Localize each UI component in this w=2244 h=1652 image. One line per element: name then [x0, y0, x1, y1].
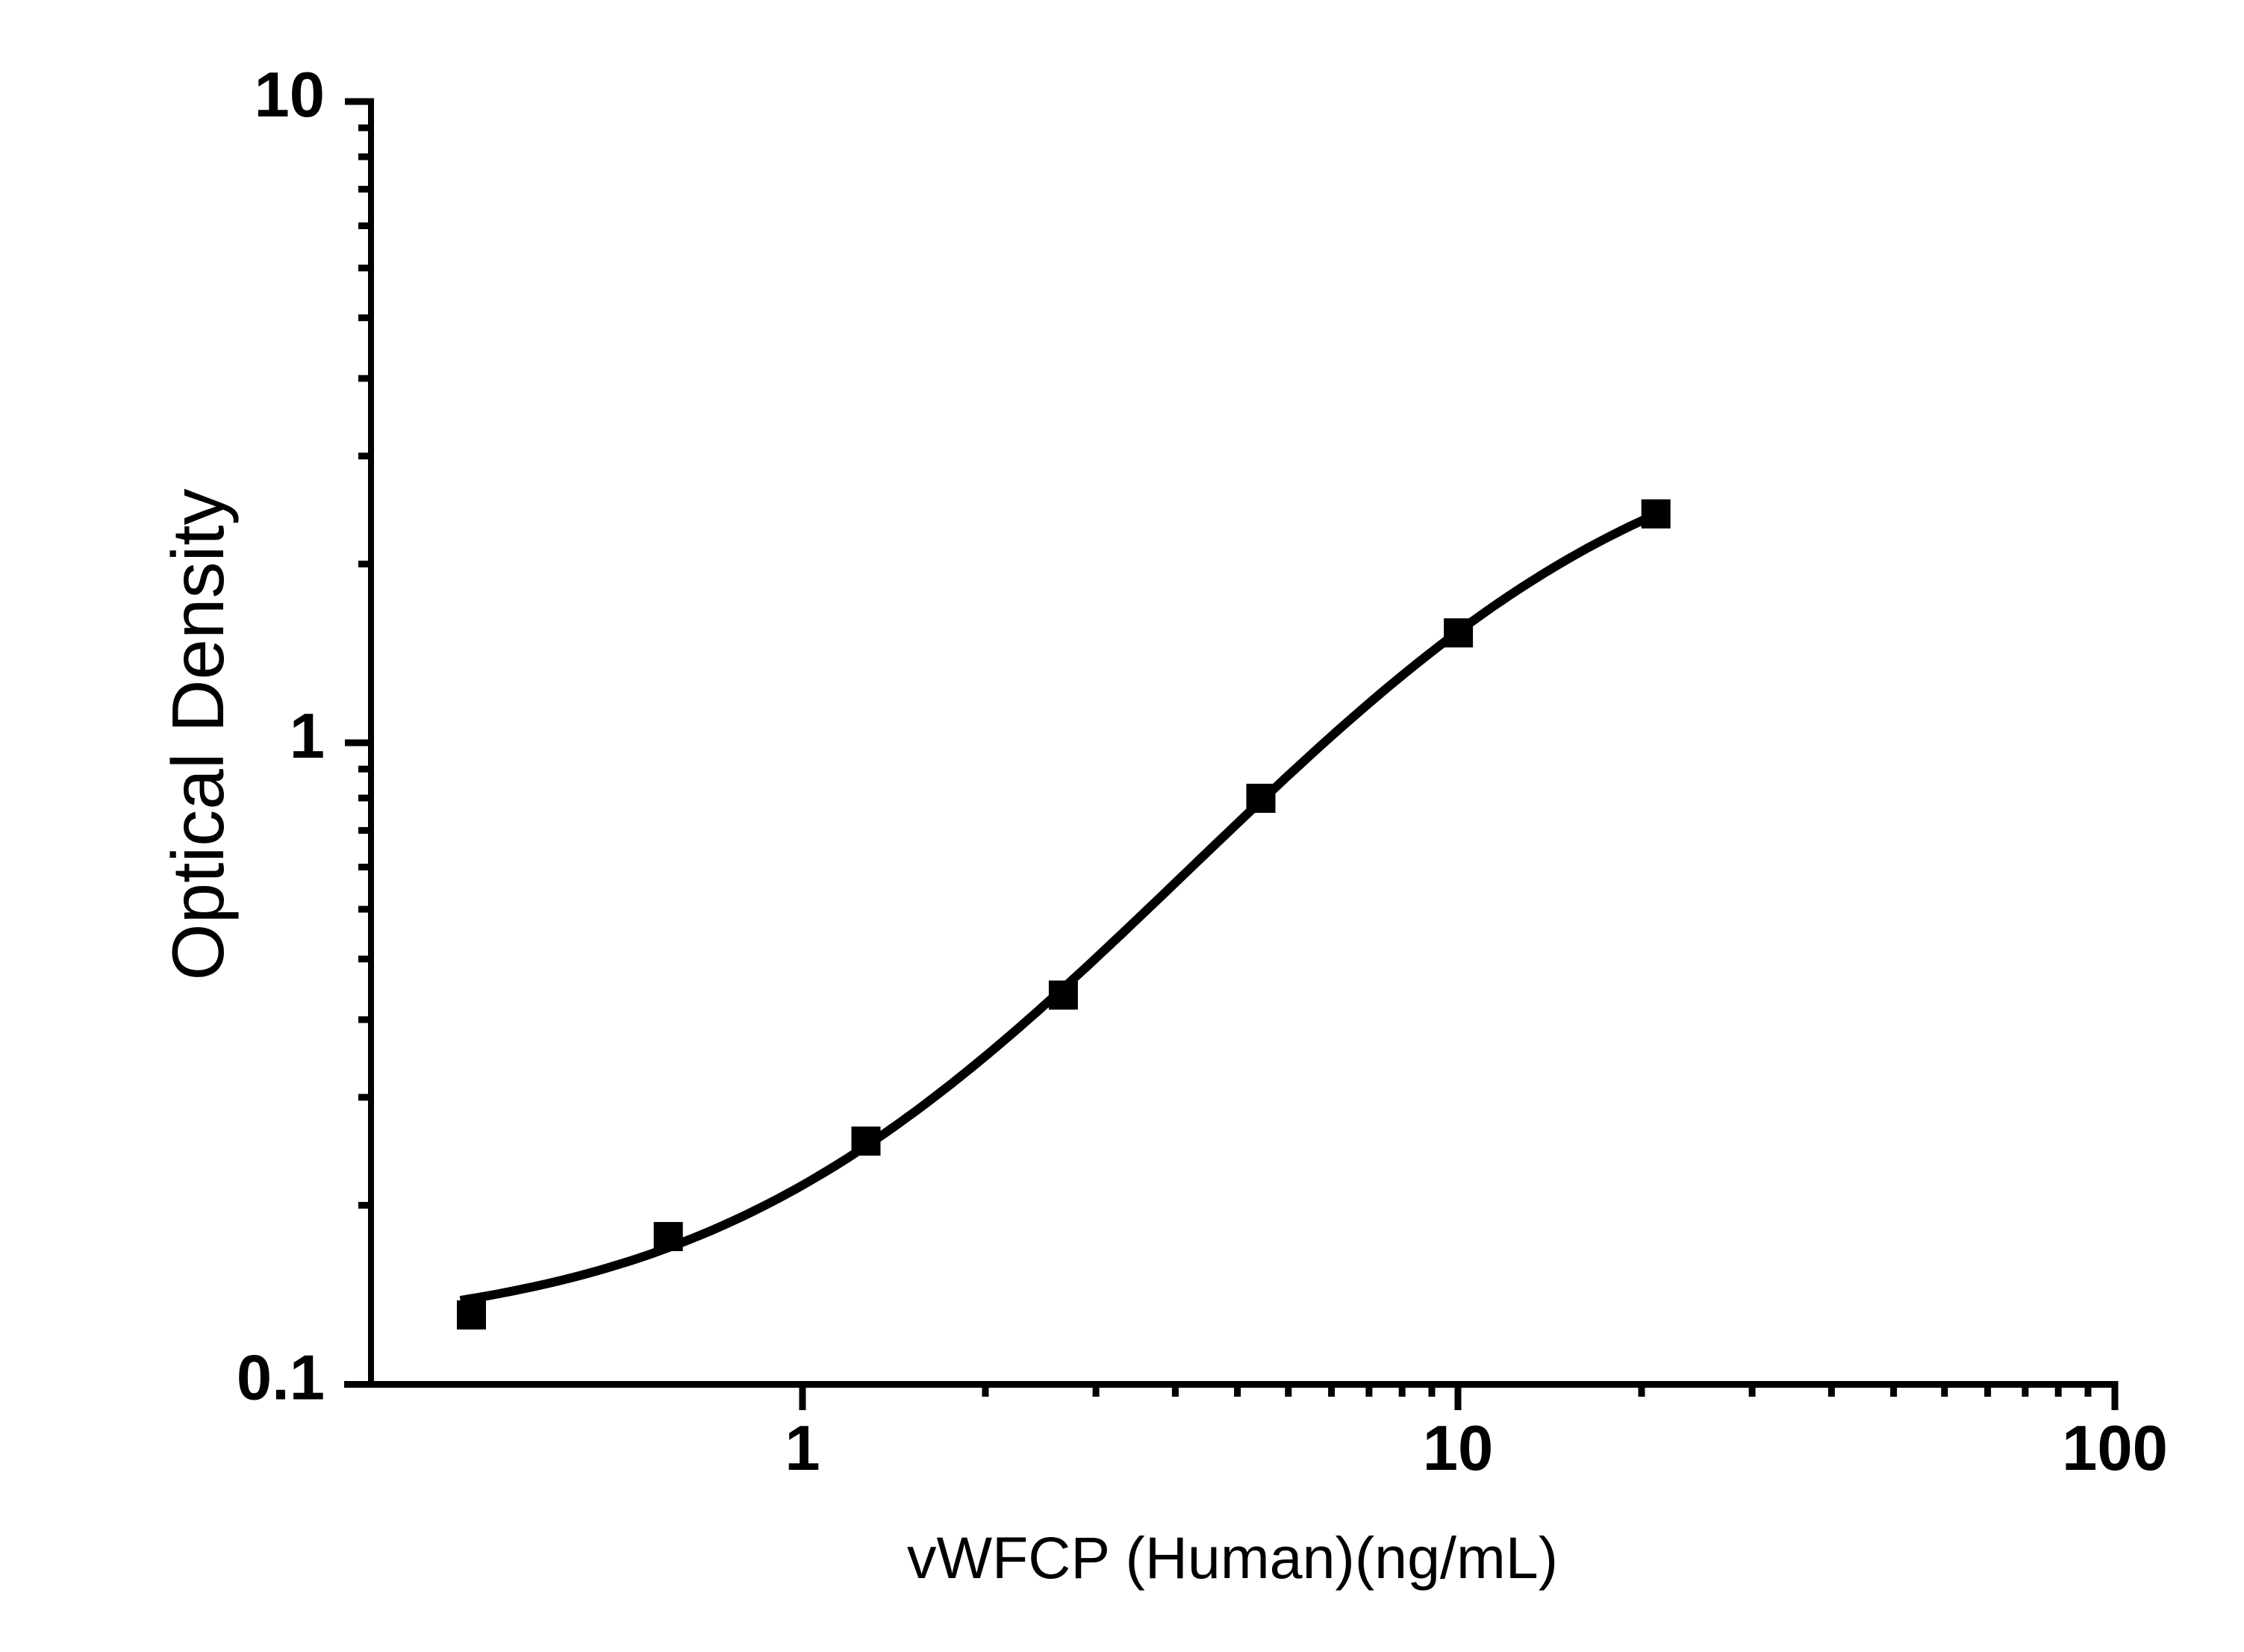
svg-text:10: 10: [254, 60, 325, 131]
svg-text:1: 1: [290, 701, 325, 772]
svg-text:10: 10: [1423, 1413, 1494, 1484]
svg-text:Optical Density: Optical Density: [157, 488, 239, 980]
svg-text:0.1: 0.1: [237, 1343, 325, 1414]
svg-text:vWFCP (Human)(ng/mL): vWFCP (Human)(ng/mL): [907, 1524, 1558, 1591]
svg-text:1: 1: [785, 1413, 820, 1484]
svg-text:100: 100: [2062, 1413, 2168, 1484]
